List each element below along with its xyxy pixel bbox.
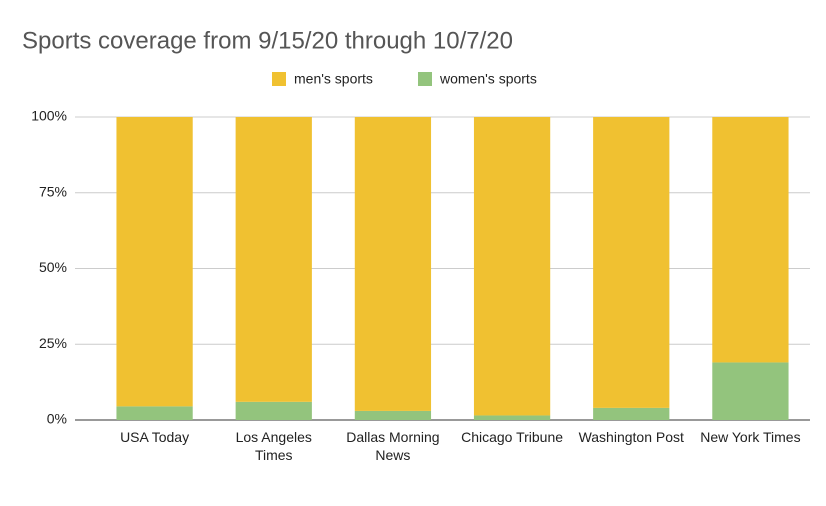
bar-segment [116,406,193,420]
y-tick-label: 50% [39,259,67,275]
bar-segment [712,362,789,420]
y-tick-label: 0% [47,411,67,427]
bar-segment [593,407,670,420]
y-tick-label: 100% [31,108,67,124]
y-tick-label: 25% [39,335,67,351]
x-tick-label: Dallas Morning News [346,429,440,463]
bar-segment [235,401,312,420]
bar-segment [235,117,312,402]
bar-segment [473,117,551,416]
bar-segment [473,415,551,420]
x-tick-label: Washington Post [578,429,684,445]
x-tick-label: New York Times [700,429,801,445]
legend-label: men's sports [294,71,373,87]
legend-swatch [272,72,286,86]
bar-segment [712,117,789,363]
bar-segment [593,117,670,408]
bar-segment [116,117,193,407]
x-tick-label: USA Today [120,429,190,445]
legend-label: women's sports [439,71,537,87]
x-tick-label: Los Angeles Times [235,429,312,463]
chart-title: Sports coverage from 9/15/20 through 10/… [22,27,513,54]
bar-segment [354,117,432,411]
x-tick-label: Chicago Tribune [461,429,564,445]
y-tick-label: 75% [39,183,67,199]
legend-swatch [418,72,432,86]
bar-segment [354,410,432,420]
